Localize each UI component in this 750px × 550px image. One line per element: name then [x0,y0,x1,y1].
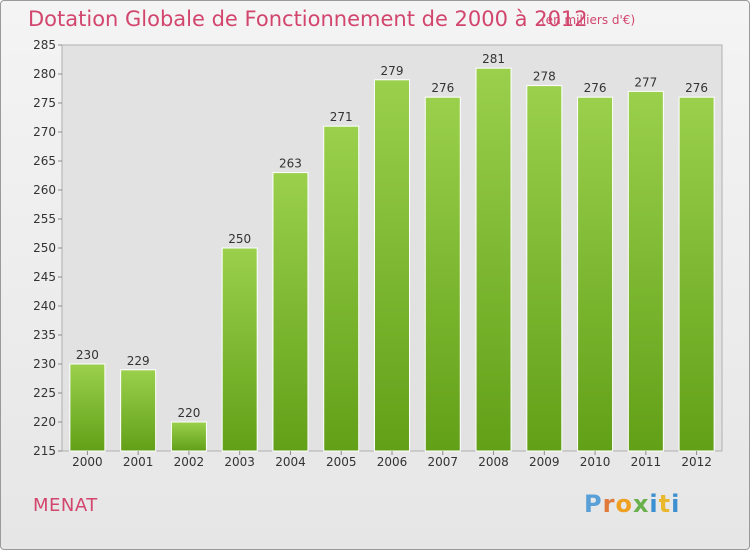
y-tick-label: 215 [33,444,56,458]
y-tick-label: 285 [33,38,56,52]
x-tick-label: 2006 [377,455,408,469]
bar [323,125,360,452]
bar [627,90,664,452]
bar [424,96,461,452]
bar-value-label: 278 [533,70,556,84]
commune-name: MENAT [33,495,98,516]
y-tick-label: 280 [33,67,56,81]
bar-value-label: 230 [76,348,99,362]
bar [170,421,207,452]
bar-value-label: 277 [634,75,657,89]
x-tick-label: 2009 [529,455,560,469]
y-tick-label: 220 [33,415,56,429]
x-tick-label: 2011 [631,455,662,469]
bar-value-label: 276 [431,81,454,95]
x-tick-label: 2005 [326,455,357,469]
x-tick-label: 2004 [275,455,306,469]
bar-value-label: 220 [177,406,200,420]
bar [475,67,512,452]
x-tick-label: 2010 [580,455,611,469]
x-tick-label: 2002 [174,455,205,469]
chart-subtitle: (en milliers d'€) [541,13,636,27]
bar [678,96,715,452]
y-tick-label: 250 [33,241,56,255]
proxiti-logo: Proxiti [584,490,681,518]
bar [221,247,258,452]
bar-value-label: 263 [279,157,302,171]
x-tick-label: 2003 [224,455,255,469]
bar [272,172,309,452]
bar [526,85,563,452]
y-tick-label: 270 [33,125,56,139]
bar [120,369,157,452]
y-tick-label: 230 [33,357,56,371]
bar-value-label: 281 [482,52,505,66]
bar [374,79,410,452]
x-tick-label: 2000 [72,455,103,469]
y-tick-label: 260 [33,183,56,197]
x-tick-label: 2008 [478,455,509,469]
y-axis: 215 220 225 230 235 240 245 250 255 260 265 270 275 2… [33,38,62,458]
y-tick-label: 240 [33,299,56,313]
x-tick-label: 2007 [427,455,458,469]
bar [577,96,614,452]
y-tick-label: 225 [33,386,56,400]
x-tick-label: 2012 [681,455,712,469]
bar-value-label: 229 [127,354,150,368]
bar-value-label: 250 [228,232,251,246]
bar-value-label: 276 [584,81,607,95]
chart-title: Dotation Globale de Fonctionnement de 20… [28,7,588,31]
y-tick-label: 255 [33,212,56,226]
bar [69,363,106,452]
x-tick-label: 2001 [123,455,154,469]
x-axis: 2000 2001 2002 2003 2004 2005 2006 2007 2008 2009… [72,451,712,469]
y-tick-label: 275 [33,96,56,110]
y-tick-label: 245 [33,270,56,284]
y-tick-label: 235 [33,328,56,342]
bar-value-label: 271 [330,110,353,124]
y-tick-label: 265 [33,154,56,168]
bar-value-label: 276 [685,81,708,95]
bar-value-label: 279 [381,64,404,78]
